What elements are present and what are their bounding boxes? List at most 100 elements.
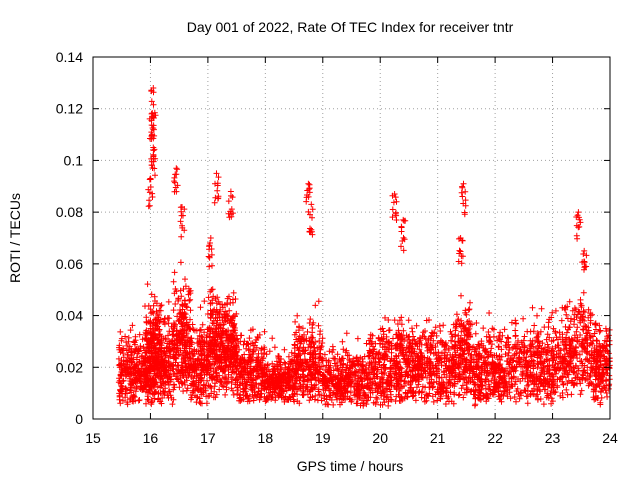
data-point [169,401,176,408]
data-point [531,322,538,329]
data-point [568,380,575,387]
data-point [150,302,157,309]
data-point [573,328,580,335]
data-point [180,311,187,318]
data-point [379,325,386,332]
data-point [539,340,546,347]
data-point [337,376,344,383]
data-point [218,335,225,342]
data-point [320,378,327,385]
data-point [383,348,390,355]
data-point [222,364,229,371]
data-point [563,345,570,352]
data-point [405,317,412,324]
data-point [306,181,313,188]
data-point [501,373,508,380]
data-point [150,125,157,132]
data-point [542,377,549,384]
data-point [308,334,315,341]
data-point [216,310,223,317]
data-point [208,390,215,397]
data-point [183,377,190,384]
data-point [193,348,200,355]
data-point [347,389,354,396]
data-point [187,296,194,303]
data-point [455,316,462,323]
data-point [544,356,551,363]
data-point [379,401,386,408]
data-point [497,361,504,368]
data-point [387,373,393,380]
data-point [234,335,241,342]
data-point [125,346,132,353]
data-point [124,399,131,406]
data-point [225,366,232,373]
data-point [496,333,503,340]
data-point [225,371,232,378]
data-point [524,359,531,366]
data-point [186,325,193,332]
data-point [487,387,494,394]
data-point [594,338,601,344]
data-point [207,240,213,246]
data-point [544,331,551,338]
data-point [131,377,138,384]
data-point [261,328,268,335]
data-point [168,361,175,368]
data-point [145,186,152,193]
data-point [589,341,596,347]
data-point [306,363,313,370]
data-point [339,338,346,345]
data-point [117,400,124,407]
data-point [182,276,188,283]
data-point [466,306,473,313]
data-point [211,388,218,395]
data-point [299,392,306,398]
data-point [291,342,298,349]
data-point [370,355,377,362]
data-point [227,317,234,324]
data-point [211,334,218,341]
data-point [177,327,184,334]
data-point [315,298,322,305]
data-point [402,349,409,356]
data-point [212,340,219,347]
data-point [167,353,174,360]
data-point [315,359,322,366]
data-point [148,136,155,142]
data-point [356,366,363,373]
data-point [454,378,461,385]
data-point [480,393,487,400]
data-point [197,400,204,407]
data-point [418,389,425,396]
data-point [143,372,150,379]
data-point [331,360,338,367]
data-point [256,394,263,401]
data-point [409,377,416,384]
data-point [323,382,330,388]
data-point [333,394,340,400]
data-point [307,351,314,358]
data-point [411,336,418,343]
data-point [533,371,540,378]
data-point [285,353,292,360]
data-point [232,349,239,356]
data-point [229,376,236,383]
data-point [150,144,157,151]
data-point [597,389,604,396]
data-point [170,307,177,314]
data-point [366,359,373,366]
data-point [212,394,219,401]
data-point [127,365,134,372]
data-point [396,366,403,373]
data-point [583,349,590,356]
data-point [524,328,531,335]
data-point [295,335,302,342]
data-point [453,311,460,318]
data-point [561,365,568,372]
data-point [132,341,138,348]
data-point [568,354,575,361]
data-point [306,338,313,345]
data-point [299,325,306,332]
data-point [314,345,321,352]
